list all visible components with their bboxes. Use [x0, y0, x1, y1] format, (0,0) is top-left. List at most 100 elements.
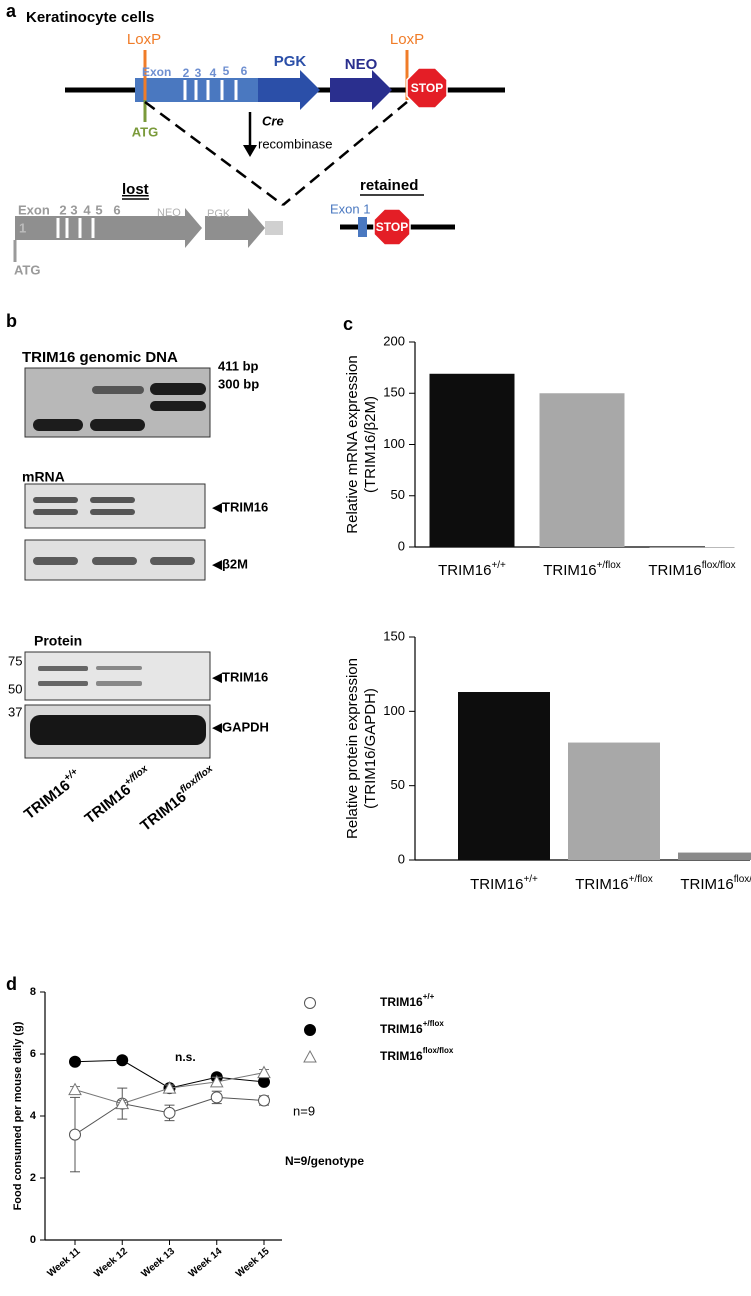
y-axis-label-line: Relative protein expression	[344, 658, 361, 839]
gel	[24, 483, 206, 529]
lane-label-sup: +/flox	[122, 763, 150, 788]
cre-label: Cre	[262, 113, 284, 128]
size-marker: 37	[8, 704, 22, 719]
legend-marker	[303, 1049, 317, 1063]
panel-letter: c	[343, 314, 353, 334]
point	[115, 1096, 130, 1110]
panel-title: Keratinocyte cells	[26, 9, 154, 26]
point	[162, 1081, 177, 1094]
exon-divider	[183, 80, 238, 100]
gel-band	[96, 681, 142, 686]
point	[304, 1024, 316, 1036]
x-tick-label-sup: +/+	[491, 560, 506, 571]
stop-label: STOP	[411, 81, 443, 95]
panel-b: b TRIM16 genomic DNA 411 bp 300 bp mRNA …	[6, 311, 269, 835]
gel-label: ◀β2M	[212, 556, 248, 571]
gel-band	[90, 509, 135, 515]
lane-label: TRIM16flox/flox	[136, 763, 220, 835]
y-tick-label: 150	[383, 385, 405, 400]
lost-exon-divider	[56, 218, 95, 238]
x-tick-label-text: TRIM16	[438, 562, 491, 579]
gel-band	[92, 557, 137, 565]
lost-atg-label: ATG	[14, 262, 40, 277]
x-tick-label-text: TRIM16	[470, 876, 523, 893]
recombination-line	[144, 100, 408, 207]
y-axis-label-line: Relative mRNA expression	[344, 355, 361, 533]
gel-band	[33, 497, 78, 503]
gel-label: ◀TRIM16	[212, 499, 268, 514]
recombination-line	[144, 100, 284, 207]
point	[257, 1065, 271, 1079]
size-marker: 50	[8, 681, 22, 696]
lane-label: TRIM16+/+	[20, 766, 85, 823]
gel-band	[90, 419, 145, 431]
gel-label: ◀GAPDH	[212, 719, 269, 734]
gel-title: Protein	[34, 633, 82, 649]
legend-label: TRIM16+/+	[380, 992, 435, 1009]
retained-exon-box	[358, 217, 367, 237]
band-size: 300 bp	[218, 376, 259, 391]
lost-neo-arrow	[100, 208, 202, 248]
x-tick-label: TRIM16+/+	[438, 560, 506, 579]
lost-pgk-label: PGK	[207, 208, 231, 220]
gel-title: mRNA	[22, 469, 65, 485]
gel-band	[150, 401, 206, 411]
x-tick-label-text: TRIM16	[575, 876, 628, 893]
gel-band	[33, 557, 195, 565]
bar	[678, 852, 751, 860]
point	[209, 1074, 224, 1088]
y-tick-label: 6	[30, 1048, 36, 1060]
exon-number: 5	[95, 202, 102, 217]
lost-label: lost	[122, 181, 149, 198]
neo-arrow	[330, 70, 392, 110]
y-tick-label: 0	[30, 1234, 36, 1246]
lane-label-sup: flox/flox	[178, 763, 215, 796]
x-tick-label-text: TRIM16	[543, 562, 596, 579]
bar	[568, 742, 660, 860]
lost-exon-1: 1	[19, 220, 26, 235]
point	[210, 1091, 223, 1104]
gel-title: TRIM16 genomic DNA	[22, 349, 178, 366]
y-tick-label: 2	[30, 1172, 36, 1184]
gel-band	[38, 666, 88, 671]
legend-label: TRIM16flox/flox	[380, 1046, 454, 1063]
lost-exon-numbers: 2 3 4 5 6	[59, 202, 120, 217]
x-tick-label: Week 12	[92, 1246, 130, 1280]
y-tick-label: 200	[383, 333, 405, 348]
retained-label: retained	[360, 177, 418, 194]
recombinase-label: recombinase	[258, 136, 332, 151]
legend-marker	[304, 1024, 316, 1036]
x-tick-label-text: TRIM16	[648, 562, 701, 579]
gel	[24, 651, 211, 701]
x-tick-label-sup: +/flox	[597, 560, 621, 571]
x-tick-label: Week 13	[140, 1246, 178, 1280]
bar	[429, 373, 515, 547]
y-axis-label-line: (TRIM16/β2M)	[362, 396, 379, 493]
gel-band	[33, 419, 83, 431]
gel-band	[38, 681, 88, 686]
point	[303, 1049, 317, 1063]
annotation: N=9/genotype	[285, 1154, 364, 1168]
point	[68, 1082, 82, 1096]
point	[69, 1128, 81, 1141]
bar	[539, 393, 625, 547]
exon-number: 3	[195, 66, 202, 80]
gel-band	[33, 497, 135, 515]
lost-neo-label: NEO	[157, 207, 181, 219]
exon-number: 5	[223, 64, 230, 78]
retained-exon-label: Exon 1	[330, 201, 370, 216]
y-axis-label-line: (TRIM16/GAPDH)	[362, 688, 379, 809]
x-tick-label: TRIM16flox/flox	[648, 560, 735, 579]
stop-sign	[373, 208, 411, 246]
exon-number: 6	[113, 202, 120, 217]
x-tick-label: Week 11	[45, 1246, 83, 1280]
y-tick-label: 50	[391, 487, 405, 502]
x-tick-label-sup: flox/flox	[702, 560, 736, 571]
x-tick-label: TRIM16+/flox	[543, 560, 621, 579]
lost-tail	[265, 221, 283, 235]
stop-sign	[406, 67, 448, 109]
y-tick-label: 50	[391, 777, 405, 792]
panel-a: a Keratinocyte cells STOP LoxP LoxP ATG …	[6, 1, 505, 277]
legend-label-sup: +/+	[423, 992, 435, 1001]
